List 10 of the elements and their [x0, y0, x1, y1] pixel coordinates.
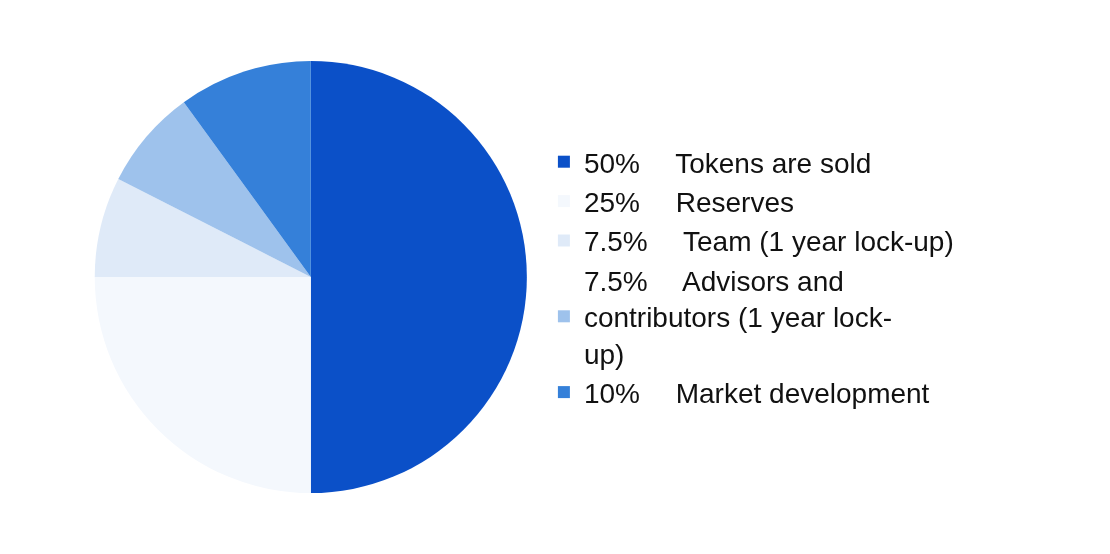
- legend-label: 50% Tokens are sold: [583, 147, 872, 179]
- pie-slice: [94, 277, 311, 494]
- legend-label: 10% Market development: [583, 378, 930, 410]
- pie-slice: [310, 60, 527, 494]
- legend-label: 7.5% Advisors and contributors (1 year lock-up): [583, 265, 893, 370]
- pie-slice: [183, 60, 311, 277]
- legend-label: 25% Reserves: [583, 187, 794, 219]
- pie-slice: [94, 178, 311, 277]
- legend-label: 7.5% Team (1 year lock-up): [583, 226, 954, 258]
- pie-slice: [118, 102, 311, 277]
